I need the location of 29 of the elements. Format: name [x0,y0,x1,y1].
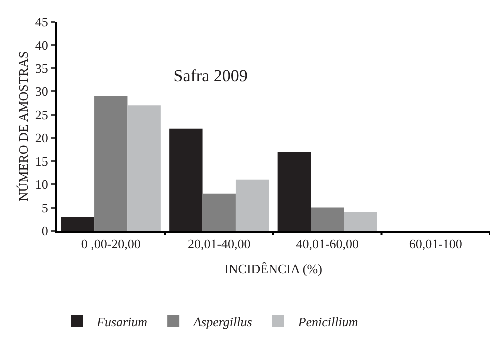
legend-label: Aspergillus [192,314,252,330]
y-tick-label: 5 [42,200,48,216]
y-tick-label: 35 [35,60,48,76]
text: Safra 2009 [174,66,248,86]
y-tick-label: 40 [35,38,48,53]
bar [128,106,161,231]
bar [170,128,203,231]
bar [61,217,95,231]
x-axis-title: INCIDÊNCIA (%) [224,262,322,277]
y-tick-label: 0 [42,224,48,239]
bar [202,194,236,231]
bar [344,212,378,231]
x-tick-label: 60,01-100 [409,236,462,252]
x-tick-label: 0 ,00-20,00 [81,236,141,252]
bar [236,180,270,231]
legend-label: Penicillium [297,314,358,330]
y-tick-label: 25 [35,107,48,122]
bar [311,208,344,231]
y-axis-title: NÚMERO DE AMOSTRAS [16,51,31,202]
y-tick-label: 30 [35,84,48,100]
x-tick-label: 40,01-60,00 [296,236,360,252]
bar [94,96,128,231]
legend-label: Fusarium [96,314,148,330]
y-tick-label: 20 [35,130,48,146]
bar [278,152,312,231]
y-tick-label: 45 [35,14,48,30]
y-tick-label: 15 [35,154,48,169]
x-tick-label: 20,01-40,00 [188,236,251,252]
y-tick-label: 10 [35,177,48,192]
